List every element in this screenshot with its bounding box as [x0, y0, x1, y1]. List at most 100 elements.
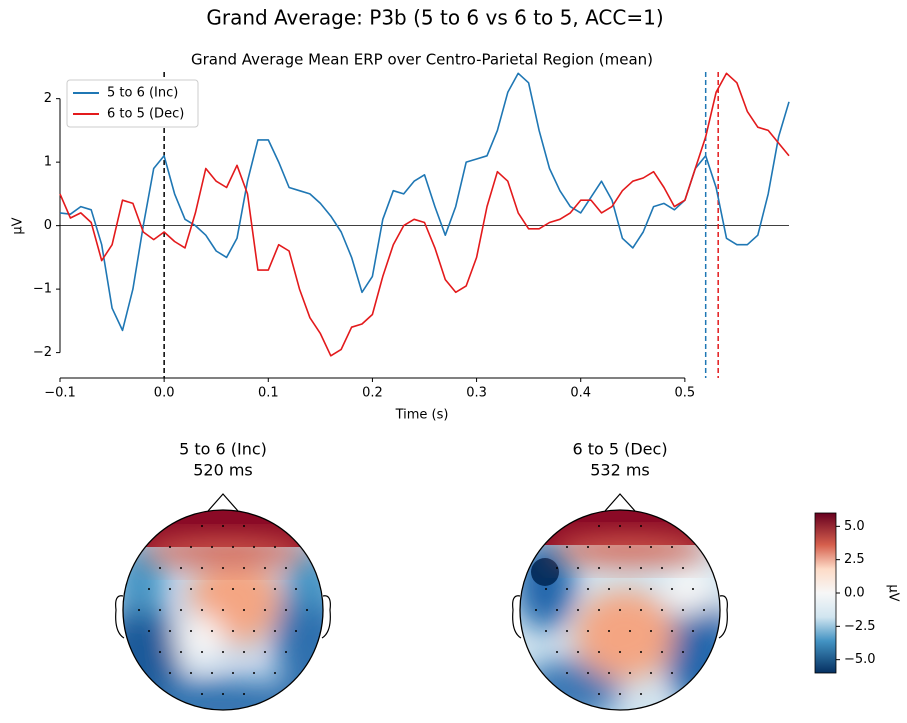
- legend-box: [66, 79, 199, 128]
- series-line: [59, 72, 790, 332]
- sensor: [306, 609, 308, 611]
- sensor: [650, 546, 652, 548]
- sensor: [566, 630, 568, 632]
- sensor: [692, 630, 694, 632]
- sensor: [285, 609, 287, 611]
- sensor: [545, 588, 547, 590]
- sensor: [650, 672, 652, 674]
- sensor: [566, 672, 568, 674]
- sensor: [629, 588, 631, 590]
- sensor: [535, 609, 537, 611]
- sensor: [608, 546, 610, 548]
- x-tick-label: 0.2: [362, 386, 383, 401]
- sensor: [201, 693, 203, 695]
- y-tick-label: 2: [44, 91, 52, 106]
- y-tick-label: 1: [44, 155, 52, 170]
- sensor: [243, 567, 245, 569]
- sensor: [180, 651, 182, 653]
- sensor: [274, 672, 276, 674]
- sensor: [619, 567, 621, 569]
- colorbar-tick-label: 5.0: [844, 519, 865, 534]
- sensor: [598, 651, 600, 653]
- sensor: [566, 588, 568, 590]
- sensor: [264, 567, 266, 569]
- sensor: [556, 567, 558, 569]
- x-tick-label: 0.1: [258, 386, 279, 401]
- sensor: [577, 651, 579, 653]
- sensor: [232, 672, 234, 674]
- sensor: [682, 651, 684, 653]
- sensor: [619, 609, 621, 611]
- topomap-time: 520 ms: [193, 461, 253, 480]
- sensor: [671, 546, 673, 548]
- sensor: [222, 567, 224, 569]
- sensor: [598, 693, 600, 695]
- sensor: [640, 609, 642, 611]
- topomap-title: 5 to 6 (Inc): [179, 440, 267, 459]
- sensor: [201, 525, 203, 527]
- sensor: [682, 609, 684, 611]
- colorbar-tick-label: 0.0: [844, 586, 865, 601]
- axes-title: Grand Average Mean ERP over Centro-Parie…: [191, 51, 653, 69]
- sensor: [159, 609, 161, 611]
- sensor: [169, 630, 171, 632]
- sensor: [201, 567, 203, 569]
- sensor: [587, 588, 589, 590]
- sensor: [148, 588, 150, 590]
- sensor: [243, 525, 245, 527]
- sensor: [201, 651, 203, 653]
- sensor: [211, 630, 213, 632]
- sensor: [232, 630, 234, 632]
- sensor: [285, 651, 287, 653]
- sensor: [577, 609, 579, 611]
- sensor: [159, 567, 161, 569]
- sensor: [671, 588, 673, 590]
- sensor: [556, 609, 558, 611]
- sensor: [253, 630, 255, 632]
- sensor: [661, 651, 663, 653]
- sensor: [703, 609, 705, 611]
- sensor: [222, 609, 224, 611]
- colorbar-tick-label: 2.5: [844, 552, 865, 567]
- sensor: [190, 672, 192, 674]
- x-tick-label: −0.1: [44, 386, 76, 401]
- series-line: [59, 72, 790, 357]
- legend-label: 5 to 6 (Inc): [107, 86, 178, 101]
- figure-title: Grand Average: P3b (5 to 6 vs 6 to 5, AC…: [206, 6, 663, 30]
- sensor: [274, 588, 276, 590]
- sensor: [264, 651, 266, 653]
- sensor: [295, 588, 297, 590]
- sensor: [138, 609, 140, 611]
- sensor: [180, 609, 182, 611]
- sensor: [619, 651, 621, 653]
- sensor: [598, 609, 600, 611]
- sensor: [640, 693, 642, 695]
- sensor: [650, 588, 652, 590]
- sensor: [169, 588, 171, 590]
- sensor: [232, 546, 234, 548]
- sensor: [285, 567, 287, 569]
- sensor: [640, 651, 642, 653]
- sensor: [608, 630, 610, 632]
- sensor: [264, 609, 266, 611]
- x-tick-label: 0.0: [154, 386, 175, 401]
- sensor: [629, 630, 631, 632]
- sensor: [671, 630, 673, 632]
- sensor: [243, 651, 245, 653]
- sensor: [577, 567, 579, 569]
- sensor: [650, 630, 652, 632]
- sensor: [545, 630, 547, 632]
- sensor: [211, 546, 213, 548]
- y-tick-label: −2: [33, 345, 52, 360]
- x-axis-label: Time (s): [395, 408, 449, 423]
- sensor: [148, 630, 150, 632]
- y-axis-label: µV: [11, 217, 26, 234]
- topomap-0: [115, 493, 331, 711]
- sensor: [253, 672, 255, 674]
- sensor: [211, 588, 213, 590]
- colorbar: [814, 512, 837, 674]
- colorbar-tick-label: −2.5: [844, 619, 876, 634]
- y-tick-label: 0: [44, 218, 52, 233]
- sensor: [180, 567, 182, 569]
- topomap-time: 532 ms: [590, 461, 650, 480]
